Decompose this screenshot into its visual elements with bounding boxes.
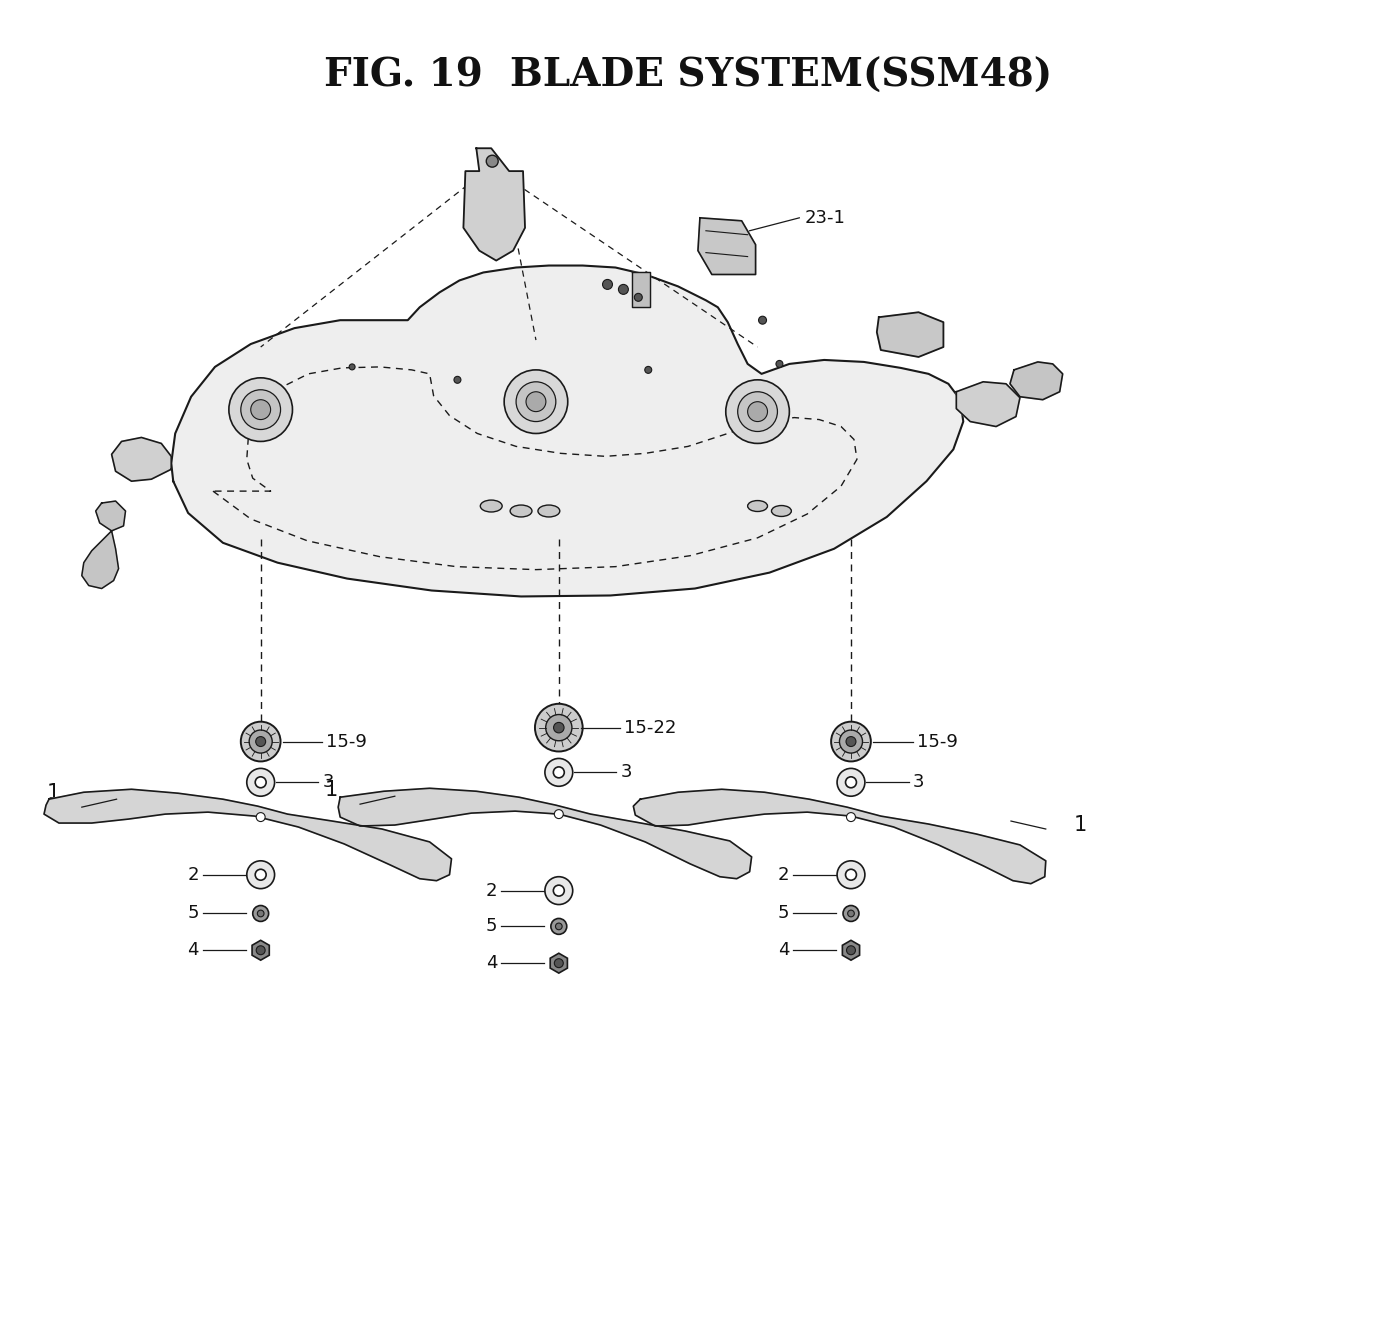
Polygon shape (252, 940, 270, 960)
Circle shape (618, 284, 628, 295)
Polygon shape (112, 437, 171, 481)
Polygon shape (551, 953, 567, 974)
Text: 5: 5 (778, 904, 789, 923)
Text: 5: 5 (486, 917, 497, 936)
Polygon shape (339, 789, 752, 878)
Text: 4: 4 (187, 941, 200, 959)
Text: 1: 1 (1074, 815, 1086, 835)
Text: 4: 4 (486, 955, 497, 972)
Circle shape (759, 316, 767, 325)
Circle shape (486, 156, 498, 168)
Circle shape (738, 392, 778, 432)
Circle shape (526, 392, 545, 412)
Ellipse shape (481, 500, 503, 512)
Ellipse shape (748, 500, 767, 511)
Circle shape (253, 905, 269, 921)
Circle shape (848, 911, 854, 917)
Circle shape (845, 736, 856, 747)
Circle shape (504, 370, 567, 433)
Circle shape (843, 905, 859, 921)
Circle shape (837, 861, 865, 889)
Circle shape (555, 923, 562, 929)
Circle shape (847, 813, 855, 822)
Circle shape (603, 279, 613, 290)
Circle shape (256, 813, 266, 822)
Circle shape (726, 380, 789, 444)
Circle shape (847, 945, 855, 955)
Text: 23-1: 23-1 (804, 209, 845, 227)
Polygon shape (632, 272, 650, 307)
Text: 15-9: 15-9 (917, 732, 957, 751)
Circle shape (534, 704, 582, 751)
Polygon shape (96, 502, 125, 531)
Circle shape (249, 730, 273, 754)
Circle shape (516, 382, 556, 421)
Text: 2: 2 (486, 881, 497, 900)
Circle shape (554, 885, 565, 896)
Circle shape (257, 911, 264, 917)
Polygon shape (843, 940, 859, 960)
Text: 3: 3 (913, 774, 924, 791)
Circle shape (229, 378, 292, 441)
Circle shape (551, 919, 567, 935)
Ellipse shape (538, 506, 560, 518)
Ellipse shape (771, 506, 792, 516)
Polygon shape (633, 790, 1045, 884)
Circle shape (255, 776, 266, 787)
Circle shape (837, 768, 865, 797)
Text: 15-22: 15-22 (624, 719, 676, 736)
Text: 1: 1 (325, 780, 339, 801)
Ellipse shape (509, 506, 532, 518)
Circle shape (545, 759, 573, 786)
Text: 5: 5 (187, 904, 200, 923)
Text: 3: 3 (621, 763, 632, 782)
Circle shape (545, 877, 573, 905)
Circle shape (545, 715, 571, 740)
Circle shape (777, 361, 784, 367)
Polygon shape (956, 382, 1020, 426)
Text: 1: 1 (47, 783, 61, 803)
Text: FIG. 19  BLADE SYSTEM(SSM48): FIG. 19 BLADE SYSTEM(SSM48) (324, 56, 1052, 95)
Text: 15-9: 15-9 (326, 732, 368, 751)
Circle shape (845, 869, 856, 880)
Circle shape (748, 402, 767, 421)
Text: 2: 2 (778, 866, 789, 884)
Circle shape (246, 861, 274, 889)
Polygon shape (171, 266, 964, 597)
Circle shape (241, 721, 281, 762)
Circle shape (840, 730, 862, 754)
Circle shape (845, 776, 856, 787)
Circle shape (350, 363, 355, 370)
Circle shape (555, 959, 563, 968)
Circle shape (255, 869, 266, 880)
Circle shape (256, 736, 266, 747)
Text: 2: 2 (187, 866, 200, 884)
Polygon shape (698, 217, 756, 275)
Polygon shape (877, 312, 943, 357)
Circle shape (554, 767, 565, 778)
Circle shape (554, 723, 565, 734)
Circle shape (832, 721, 870, 762)
Circle shape (241, 390, 281, 429)
Polygon shape (1009, 362, 1063, 400)
Text: 3: 3 (322, 774, 333, 791)
Polygon shape (81, 531, 118, 589)
Polygon shape (464, 149, 525, 260)
Circle shape (635, 294, 642, 302)
Circle shape (256, 945, 266, 955)
Circle shape (454, 377, 461, 384)
Circle shape (555, 810, 563, 818)
Circle shape (251, 400, 271, 420)
Circle shape (246, 768, 274, 797)
Circle shape (644, 366, 651, 373)
Polygon shape (44, 790, 452, 881)
Text: 4: 4 (778, 941, 789, 959)
